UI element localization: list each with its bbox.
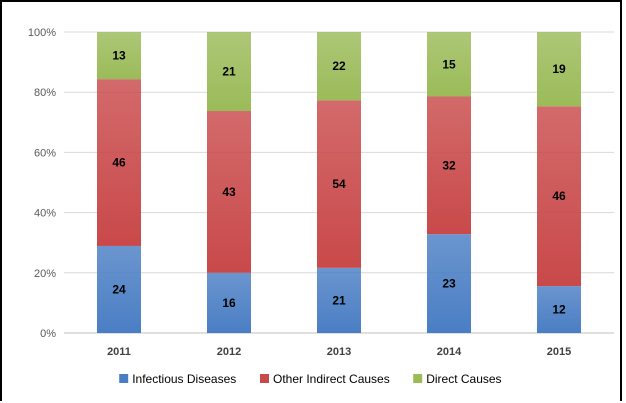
data-label: 16 [222,296,236,310]
y-tick-label: 80% [34,87,56,99]
data-label: 19 [552,62,566,76]
data-label: 46 [112,156,126,170]
bar-segment-other-indirect-causes-2014 [427,96,471,235]
x-axis-categories: 2011 2012 2013 2014 2015 [107,346,571,358]
legend: Infectious Diseases Other Indirect Causes… [119,372,502,386]
y-tick-label: 40% [34,208,56,220]
data-label: 15 [442,57,456,71]
y-tick-label: 100% [28,27,56,39]
data-label: 43 [222,185,236,199]
x-category-label: 2015 [547,346,571,358]
y-tick-label: 20% [34,268,56,280]
data-label: 46 [552,189,566,203]
x-category-label: 2011 [107,346,131,358]
x-category-label: 2014 [437,346,462,358]
legend-label: Other Indirect Causes [273,372,390,386]
bar-segment-other-indirect-causes-2013 [317,100,361,268]
data-label: 22 [332,59,346,73]
bar-segment-direct-causes-2015 [537,32,581,107]
data-label: 24 [112,282,126,296]
legend-item-infectious-diseases: Infectious Diseases [119,372,236,386]
legend-swatch [260,374,269,383]
y-tick-label: 0% [40,328,56,340]
data-label: 13 [112,49,126,63]
legend-label: Direct Causes [426,372,501,386]
bar-segment-direct-causes-2014 [427,32,471,97]
data-label: 23 [442,277,456,291]
bar-segment-direct-causes-2012 [207,32,251,112]
bar-segment-infectious-diseases-2015 [537,286,581,333]
bar-segment-other-indirect-causes-2012 [207,111,251,273]
bar-segment-direct-causes-2011 [97,32,141,80]
bars [97,32,581,333]
data-label: 54 [332,177,346,191]
bar-segment-direct-causes-2013 [317,32,361,101]
data-label: 21 [222,65,236,79]
x-category-label: 2012 [217,346,241,358]
legend-item-direct-causes: Direct Causes [413,372,502,386]
bar-segment-infectious-diseases-2012 [207,272,251,333]
bar-segment-other-indirect-causes-2011 [97,79,141,246]
legend-swatch [413,374,423,383]
data-label: 32 [442,158,456,172]
bar-segment-other-indirect-causes-2015 [537,106,581,287]
y-tick-label: 60% [34,147,56,159]
x-category-label: 2013 [327,346,351,358]
bar-segment-infectious-diseases-2013 [317,267,361,333]
y-axis-ticks: 0% 20% 40% 60% 80% 100% [28,27,56,340]
bar-segment-infectious-diseases-2014 [427,234,471,333]
legend-item-other-indirect-causes: Other Indirect Causes [260,372,390,386]
data-label: 12 [552,303,566,317]
legend-label: Infectious Diseases [132,372,236,386]
data-labels: 24 46 13 16 43 21 21 54 22 23 32 15 12 46 19 [112,49,566,317]
data-label: 21 [332,293,346,307]
bar-segment-infectious-diseases-2011 [97,245,141,333]
legend-swatch [119,374,129,383]
